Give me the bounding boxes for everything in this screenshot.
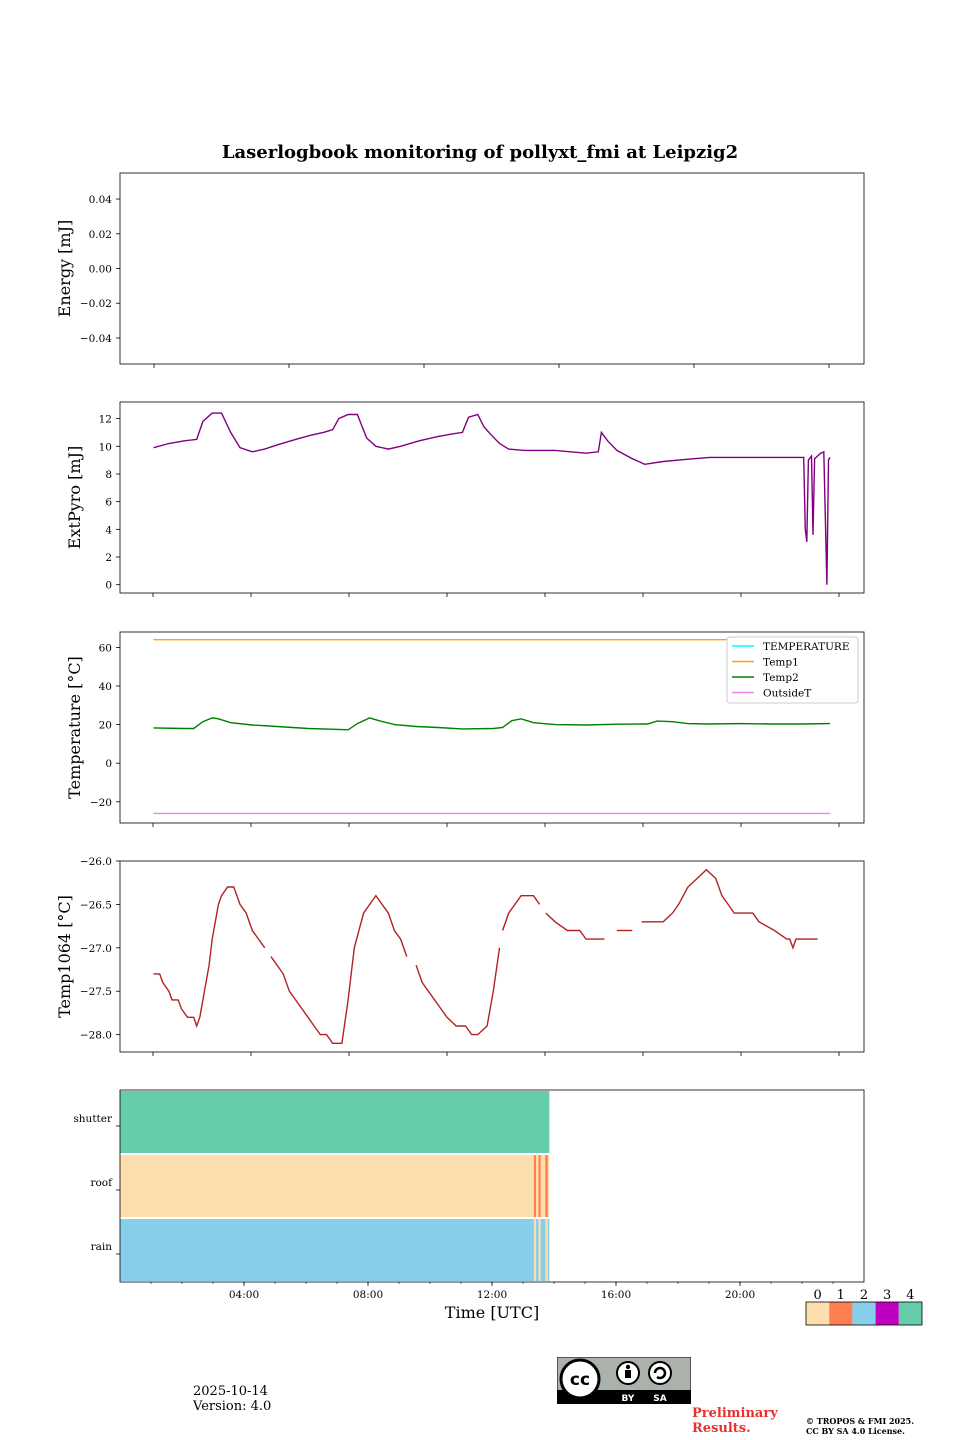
colorbar-swatch-3: [875, 1302, 899, 1325]
temperature-ytick-label: 20: [99, 720, 112, 732]
panel-extpyro: 0 2 4 6 8 10 12 ExtPyro [mJ]: [65, 401, 865, 597]
energy-ytick-label: 0.02: [89, 229, 112, 241]
colorbar-swatch-2: [852, 1302, 876, 1325]
status-xtick-label: 16:00: [601, 1289, 631, 1301]
series-temp1064: [545, 912, 605, 940]
legend-box: [726, 636, 859, 704]
temperature-ylabel: Temperature [°C]: [65, 656, 84, 799]
status-xlabel: Time [UTC]: [445, 1303, 539, 1322]
temperature-axes-frame: [119, 631, 865, 824]
svg-text:cc: cc: [570, 1370, 590, 1390]
series-temp1064: [270, 894, 408, 1044]
temp1064-ytick-label: −26.5: [80, 899, 112, 911]
copyright: © TROPOS & FMI 2025. CC BY SA 4.0 Licens…: [806, 1416, 914, 1436]
status-row-label: shutter: [73, 1113, 113, 1125]
status-xtick-label: 12:00: [477, 1289, 507, 1301]
status-xtick-label: 20:00: [725, 1289, 755, 1301]
panel-temp1064: −28.0 −27.5 −27.0 −26.5 −26.0 Temp1064 [°C]: [55, 856, 865, 1056]
series-temp1064: [415, 947, 501, 1036]
legend-label-temp2: Temp2: [763, 672, 799, 684]
footer-version: Version: 4.0: [193, 1399, 272, 1414]
temperature-ytick-label: 40: [99, 681, 112, 693]
series-temp1064: [641, 868, 818, 950]
temp1064-axes-frame: [119, 860, 865, 1053]
extpyro-axes-frame: [119, 401, 865, 594]
colorbar-label-2: 2: [860, 1288, 868, 1303]
status-block-roof: [538, 1155, 541, 1217]
energy-axes-frame: [119, 172, 865, 365]
sa-share-icon: [648, 1361, 672, 1385]
legend-label-temp1: Temp1: [763, 657, 799, 669]
extpyro-ytick-label: 12: [99, 414, 112, 426]
preliminary-notice: Preliminary Results.: [692, 1406, 778, 1436]
colorbar-label-1: 1: [837, 1288, 845, 1303]
temp1064-ytick-label: −27.5: [80, 986, 112, 998]
temp1064-ytick-label: −26.0: [80, 856, 112, 868]
extpyro-ylabel: ExtPyro [mJ]: [65, 446, 84, 549]
copyright-line-1: © TROPOS & FMI 2025.: [806, 1416, 915, 1426]
preliminary-line-1: Preliminary: [692, 1406, 778, 1421]
extpyro-ytick-label: 6: [105, 497, 112, 509]
cc-by-label: BY: [622, 1394, 635, 1404]
temp1064-ytick-label: −28.0: [80, 1030, 112, 1042]
panel-energy: −0.04 −0.02 0.00 0.02 0.04 Energy [mJ]: [55, 172, 865, 368]
colorbar-frame: [805, 1301, 923, 1326]
status-row-label: roof: [90, 1177, 113, 1189]
colorbar-swatch-0: [806, 1302, 830, 1325]
status-block-roof: [120, 1155, 550, 1217]
status-block-roof: [545, 1155, 548, 1217]
footer-date: 2025-10-14: [193, 1384, 268, 1399]
status-block-shutter: [120, 1091, 550, 1153]
status-block-rain: [545, 1219, 548, 1281]
extpyro-ytick-label: 4: [105, 524, 112, 536]
temp1064-ytick-label: −27.0: [80, 943, 112, 955]
status-xtick-label: 04:00: [229, 1289, 259, 1301]
legend-label-temperature: TEMPERATURE: [763, 641, 850, 653]
energy-ytick-label: −0.04: [80, 333, 112, 345]
status-block-rain: [120, 1219, 550, 1281]
extpyro-ytick-label: 8: [105, 469, 112, 481]
copyright-line-2: CC BY SA 4.0 License.: [806, 1426, 905, 1436]
colorbar-label-4: 4: [906, 1288, 914, 1303]
legend-label-outsidet: OutsideT: [763, 688, 811, 700]
chart-title: Laserlogbook monitoring of pollyxt_fmi a…: [222, 142, 738, 163]
preliminary-line-2: Results.: [692, 1421, 751, 1436]
series-temp2: [153, 717, 831, 731]
energy-ytick-label: 0.00: [89, 264, 112, 276]
panel-status: shutter roof rain 04:00 08:00 12:00 16:00 20:00…: [73, 1089, 865, 1322]
energy-ytick-label: 0.04: [89, 194, 113, 206]
extpyro-ytick-label: 10: [99, 441, 112, 453]
cc-by-sa-logo: cc BY SA: [557, 1357, 691, 1404]
energy-ytick-label: −0.02: [80, 298, 112, 310]
series-temp1064: [153, 886, 266, 1029]
status-row-label: rain: [91, 1241, 113, 1253]
footer-date-version: 2025-10-14 Version: 4.0: [193, 1384, 271, 1414]
cc-icon: [559, 1358, 601, 1400]
status-block-rain: [538, 1219, 541, 1281]
energy-ylabel: Energy [mJ]: [55, 220, 74, 318]
series-extpyro: [153, 412, 831, 585]
series-temp1064: [501, 895, 541, 931]
status-block-rain: [533, 1219, 537, 1281]
extpyro-ytick-label: 2: [105, 552, 112, 564]
extpyro-ytick-label: 0: [105, 580, 112, 592]
temperature-ytick-label: 60: [99, 642, 112, 654]
panel-temperature: −20 0 20 40 60 Temperature [°C] TEMPERATURE Tem…: [65, 631, 865, 827]
colorbar-label-0: 0: [813, 1288, 821, 1303]
colorbar-label-3: 3: [883, 1288, 891, 1303]
colorbar-swatch-4: [898, 1302, 922, 1325]
temperature-ytick-label: −20: [90, 797, 112, 809]
cc-sa-label: SA: [653, 1394, 666, 1404]
temp1064-ylabel: Temp1064 [°C]: [55, 895, 74, 1018]
colorbar-swatch-1: [829, 1302, 853, 1325]
status-xtick-label: 08:00: [353, 1289, 383, 1301]
temperature-legend: TEMPERATURE Temp1 Temp2 OutsideT: [726, 636, 859, 704]
temperature-ytick-label: 0: [105, 758, 112, 770]
status-block-roof: [533, 1155, 537, 1217]
